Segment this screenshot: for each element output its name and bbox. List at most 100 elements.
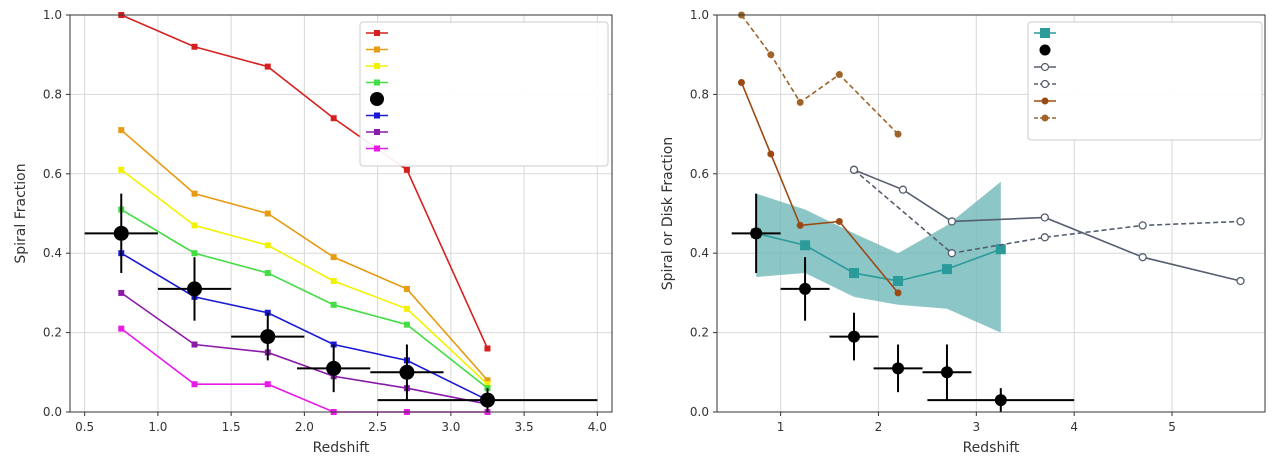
y-tick-label: 0.0 — [690, 405, 709, 419]
series-point — [849, 165, 859, 174]
legend — [359, 21, 609, 167]
chart-right: 1 2 3 4 5 0.0 0.2 0.4 0.6 0.8 1.0 Redshift Spiral or… — [660, 8, 1266, 456]
x-tick-label: 0.5 — [75, 420, 94, 434]
y-axis-label: Spiral Fraction — [13, 163, 29, 263]
observed-point — [399, 364, 415, 380]
legend-marker — [1040, 62, 1050, 72]
series-line — [120, 208, 488, 389]
series-line — [853, 169, 1241, 282]
series-point — [835, 217, 843, 225]
series-point — [264, 242, 271, 249]
series-line — [755, 232, 1002, 282]
y-tick-label: 1.0 — [43, 8, 62, 22]
legend-marker — [374, 30, 380, 36]
legend-marker-observed — [1039, 44, 1051, 56]
legend — [1027, 21, 1263, 141]
series-point — [796, 98, 804, 106]
y-tick-label: 0.4 — [690, 246, 709, 260]
series-point — [1138, 221, 1147, 230]
series-line — [120, 129, 489, 381]
observed-point — [260, 329, 276, 345]
y-tick-label: 0.4 — [43, 246, 62, 260]
legend-marker — [374, 129, 380, 135]
y-tick-label: 0.6 — [690, 167, 709, 181]
observed-point — [187, 281, 203, 297]
legend-marker — [374, 46, 380, 53]
series-point — [403, 321, 410, 328]
series-point — [849, 268, 859, 279]
observed-point — [113, 225, 129, 241]
series-point — [330, 115, 337, 122]
series-point — [264, 63, 271, 70]
series-point — [330, 254, 337, 261]
series-point — [330, 301, 337, 308]
chart-left: 0.5 1.0 1.5 2.0 2.5 3.0 3.5 4.0 0.0 0.2 0.4 0.6 0.8 1… — [13, 8, 613, 456]
y-tick-label: 0.0 — [43, 405, 62, 419]
legend-marker — [374, 79, 380, 86]
plot-marks — [84, 12, 598, 415]
series-point — [118, 166, 125, 173]
series-point — [118, 325, 125, 332]
series-point — [941, 264, 952, 275]
series-point — [484, 377, 491, 384]
legend-marker-observed — [370, 92, 384, 106]
series-point — [191, 381, 198, 388]
series-point — [767, 150, 775, 158]
series-line — [120, 14, 489, 349]
observed-point — [892, 362, 905, 375]
series-point — [1236, 217, 1245, 226]
x-tick-label: 1 — [777, 420, 785, 434]
legend-marker — [1040, 79, 1050, 89]
observed-point — [750, 227, 763, 240]
legend-box — [1027, 21, 1263, 141]
legend-marker — [374, 63, 380, 69]
y-tick-label: 0.8 — [690, 87, 709, 101]
series-line — [120, 292, 488, 405]
series-point — [800, 240, 811, 251]
x-tick-label: 3.5 — [515, 420, 534, 434]
series-point — [947, 249, 957, 258]
series-point — [894, 289, 902, 297]
series-point — [1138, 253, 1147, 262]
series-point — [330, 277, 337, 284]
observed-point — [848, 330, 860, 343]
series-point — [191, 341, 198, 348]
x-tick-label: 2.0 — [295, 420, 314, 434]
series-point — [898, 185, 908, 194]
series-point — [191, 43, 198, 50]
x-tick-label: 3.0 — [441, 420, 460, 434]
series-point — [835, 71, 843, 79]
y-tick-label: 0.2 — [690, 326, 709, 340]
axes-frame — [69, 14, 613, 413]
series-point — [191, 222, 198, 229]
x-tick-label: 4.0 — [588, 420, 607, 434]
observed-point — [799, 282, 812, 295]
series-point — [1236, 276, 1245, 286]
series-point — [403, 166, 410, 173]
y-tick-label: 0.6 — [43, 167, 62, 181]
x-tick-label: 2 — [875, 420, 883, 434]
axes-frame — [716, 14, 1266, 413]
series-point — [191, 250, 198, 257]
series-point — [403, 285, 410, 292]
series-point — [484, 381, 491, 388]
x-tick-label: 3 — [973, 420, 981, 434]
series-point — [264, 381, 271, 388]
legend-marker — [374, 112, 380, 119]
x-axis-label: Redshift — [963, 440, 1020, 456]
series-point — [191, 190, 198, 197]
series-point — [893, 275, 904, 286]
series-point — [894, 130, 902, 138]
x-tick-label: 2.5 — [368, 420, 387, 434]
legend-marker — [1041, 114, 1049, 122]
series-point — [484, 345, 491, 352]
y-tick-label: 0.2 — [43, 326, 62, 340]
series-point — [118, 289, 125, 296]
legend-marker — [374, 145, 380, 152]
y-axis-label: Spiral or Disk Fraction — [660, 137, 676, 291]
legend-box — [359, 21, 609, 167]
series-point — [796, 221, 804, 229]
series-point — [767, 51, 775, 59]
series-point — [118, 127, 125, 134]
